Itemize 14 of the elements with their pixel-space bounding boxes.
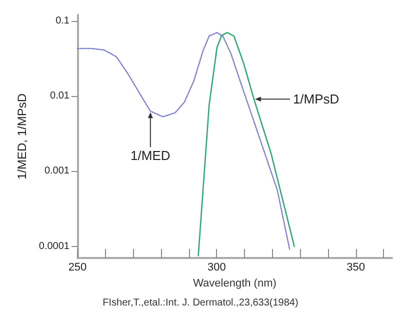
annotation: 1/MED bbox=[130, 148, 170, 164]
y-tick-label: 0.1 bbox=[56, 15, 70, 26]
text: FIsher,T.,etal.:Int. J. Dermatol.,23,633(1984) bbox=[102, 298, 298, 308]
x-axis-title: Wavelength (nm) bbox=[193, 278, 276, 290]
line-series bbox=[198, 32, 295, 256]
y-tick-label: 0.0001 bbox=[38, 240, 70, 252]
y-tick-label: 0.01 bbox=[50, 90, 70, 102]
y-axis-title: 1/MED, 1/MPsD bbox=[15, 93, 29, 180]
x-tick-label: 350 bbox=[346, 262, 365, 274]
x-tick-label: 250 bbox=[68, 262, 87, 274]
annotation: 1/MPsD bbox=[292, 92, 340, 107]
x-tick-label: 300 bbox=[207, 262, 226, 274]
line-series bbox=[76, 32, 290, 250]
y-tick-label: 0.001 bbox=[44, 166, 70, 177]
